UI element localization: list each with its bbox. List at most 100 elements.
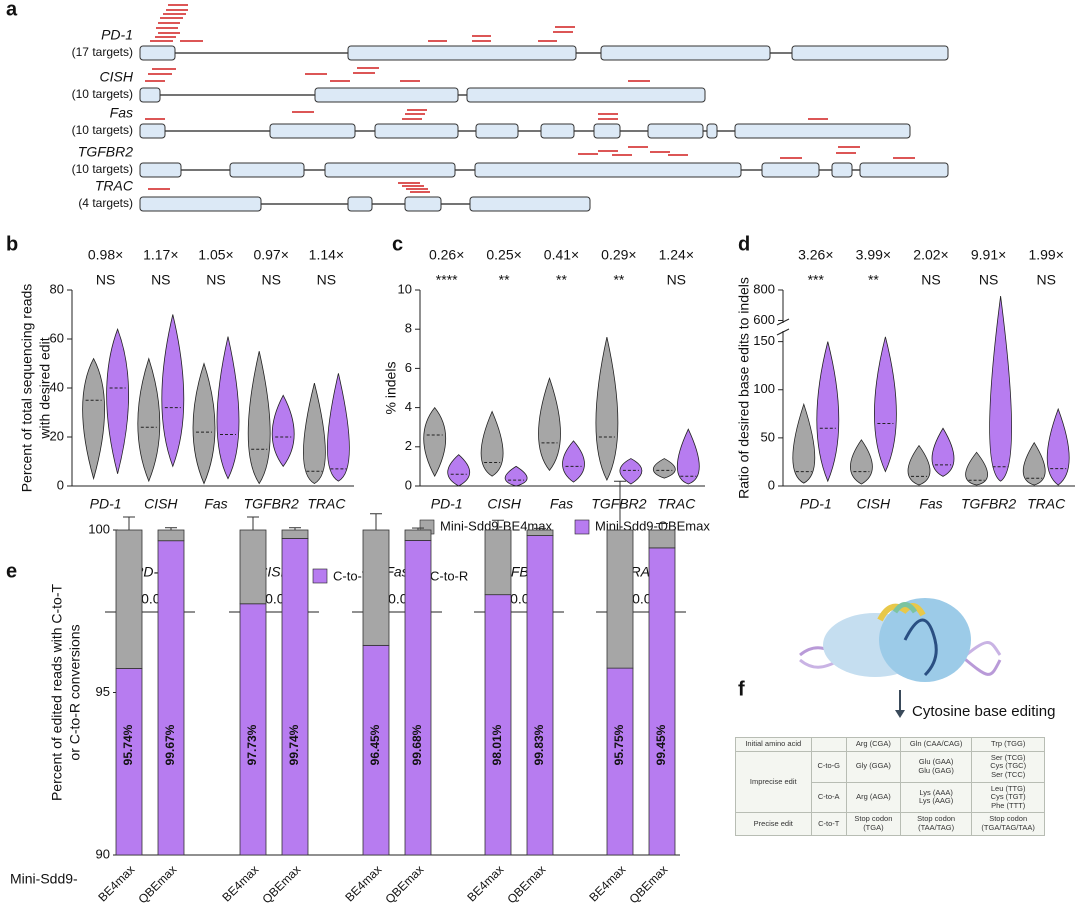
significance: NS	[667, 272, 686, 288]
violin	[562, 440, 585, 483]
bar-segment	[239, 529, 267, 605]
legend-swatch	[312, 568, 328, 584]
panel-letter: c	[392, 233, 403, 255]
bar-segment	[526, 529, 554, 536]
significance: NS	[979, 272, 998, 288]
y-axis-label: Percent of edited reads with C-to-T	[49, 584, 65, 802]
x-tick-label: Fas	[919, 496, 942, 512]
y-axis-label: or C-to-R conversions	[67, 624, 83, 760]
fold-change: 1.14×	[309, 247, 344, 263]
y-tick-label: 40	[50, 379, 64, 394]
axis-break-mark	[776, 328, 790, 336]
violin	[965, 451, 988, 486]
table-cell: Trp (TGG)	[971, 737, 1045, 752]
x-tick-label: CISH	[857, 496, 891, 512]
table-cell: Arg (CGA)	[845, 737, 901, 752]
panel-letter: d	[738, 233, 750, 255]
y-tick-label: 8	[405, 321, 412, 336]
bar-value-label: 99.67%	[163, 724, 177, 765]
y-tick-label: 0	[768, 477, 775, 492]
y-tick-label: 2	[405, 438, 412, 453]
violin	[106, 328, 129, 474]
x-tick-label: TRAC	[307, 496, 346, 512]
bar-segment	[239, 603, 267, 856]
significance: NS	[206, 272, 225, 288]
significance: **	[868, 272, 879, 288]
exon	[324, 162, 456, 178]
bar-value-label: 96.45%	[368, 724, 382, 765]
y-tick-label: 50	[761, 429, 775, 444]
axis-break	[777, 323, 789, 331]
exon	[269, 123, 356, 139]
table-cell: Arg (AGA)	[845, 781, 901, 814]
exon	[600, 45, 771, 61]
violin	[216, 336, 240, 480]
y-axis-label: Ratio of desired base edits to indels	[736, 277, 752, 499]
y-tick-label: 800	[753, 281, 775, 296]
violin	[303, 383, 326, 485]
x-prefix: Mini-Sdd9-	[10, 871, 78, 887]
x-tick-label: PD-1	[800, 496, 832, 512]
bar-segment	[606, 667, 634, 856]
exon	[139, 45, 176, 61]
violin	[423, 406, 446, 478]
panel-letter: e	[6, 560, 17, 582]
violin	[850, 439, 873, 485]
table-cell: Stop codon (TGA/TAG/TAA)	[971, 812, 1045, 836]
bar-segment	[157, 529, 185, 542]
arrow-label: Cytosine base editing	[912, 703, 1055, 720]
significance: **	[556, 272, 567, 288]
violin	[247, 351, 271, 485]
bar-segment	[648, 547, 676, 856]
exon	[139, 123, 166, 139]
fold-change: 0.41×	[544, 247, 579, 263]
bar-segment	[281, 529, 309, 539]
gene-targets: (10 targets)	[72, 123, 133, 137]
bar-segment	[404, 540, 432, 856]
exon	[791, 45, 949, 61]
exon	[474, 162, 742, 178]
gene-targets: (10 targets)	[72, 162, 133, 176]
table-cell: Initial amino acid	[735, 737, 812, 752]
y-tick-label: 90	[96, 846, 110, 861]
bar-segment	[281, 538, 309, 856]
significance: **	[499, 272, 510, 288]
table-cell: Lys (AAA) Lys (AAG)	[899, 781, 973, 814]
violin	[161, 314, 185, 468]
bar-segment	[484, 529, 512, 596]
x-tick-label: CISH	[144, 496, 178, 512]
bar-segment	[115, 529, 143, 669]
table-cell: C-to-T	[810, 812, 847, 836]
axis-break-mark	[776, 318, 790, 326]
violin	[327, 373, 350, 482]
exon	[347, 45, 577, 61]
bar-segment	[526, 535, 554, 856]
exon	[466, 87, 706, 103]
exon	[647, 123, 704, 139]
x-tick-label: QBEmax	[383, 862, 427, 906]
exon	[734, 123, 911, 139]
fold-change: 0.98×	[88, 247, 123, 263]
exon	[139, 162, 182, 178]
bar-segment	[648, 529, 676, 549]
y-tick-label: 60	[50, 330, 64, 345]
significance: NS	[1036, 272, 1055, 288]
x-tick-label: CISH	[487, 496, 521, 512]
x-tick-label: QBEmax	[260, 862, 304, 906]
exon	[347, 196, 373, 212]
table-cell: Ser (TCG) Cys (TGC) Ser (TCC)	[971, 750, 1045, 783]
x-tick-label: TGFBR2	[961, 496, 1016, 512]
violin	[447, 454, 471, 487]
bar-value-label: 95.75%	[612, 724, 626, 765]
fold-change: 0.29×	[601, 247, 636, 263]
violin	[1022, 441, 1046, 486]
table-cell: Glu (GAA) Glu (GAG)	[899, 750, 973, 783]
y-tick-label: 0	[57, 477, 64, 492]
x-tick-label: BE4max	[219, 862, 261, 904]
bar-value-label: 99.45%	[654, 724, 668, 765]
fold-change: 0.25×	[486, 247, 521, 263]
fold-change: 1.99×	[1028, 247, 1063, 263]
fold-change: 3.26×	[798, 247, 833, 263]
fold-change: 2.02×	[913, 247, 948, 263]
